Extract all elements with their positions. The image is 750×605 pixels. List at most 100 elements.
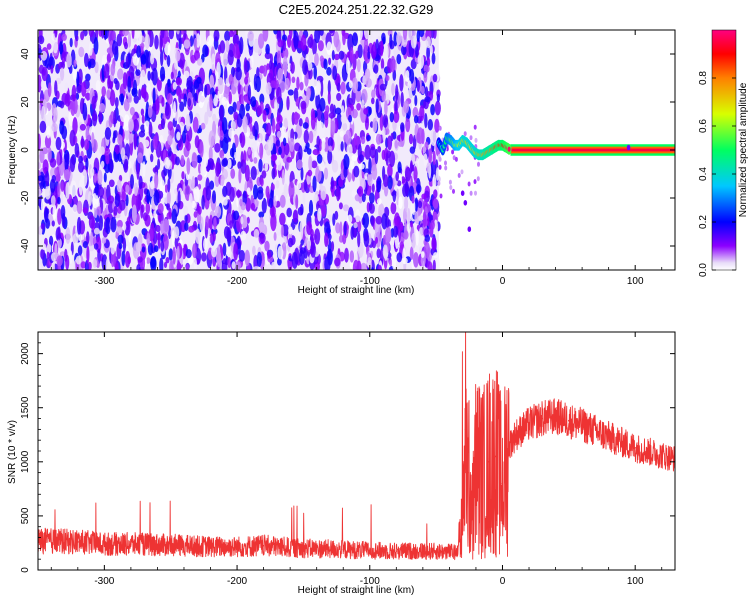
noise-blob xyxy=(213,217,217,231)
noise-blob xyxy=(91,95,97,110)
noise-blob xyxy=(203,152,209,167)
noise-blob xyxy=(390,201,397,215)
y-tick-label: 1000 xyxy=(20,450,31,473)
noise-blob xyxy=(182,130,186,144)
colorbar-label: Normalized spectral amplitude xyxy=(738,82,749,217)
noise-blob xyxy=(336,134,341,152)
noise-blob xyxy=(131,204,137,223)
noise-blob xyxy=(362,212,370,229)
noise-blob xyxy=(397,161,402,174)
noise-blob xyxy=(402,247,406,265)
snr-point xyxy=(103,543,106,545)
noise-blob xyxy=(404,181,409,195)
noise-blob xyxy=(41,197,45,214)
noise-blob xyxy=(460,169,464,175)
noise-blob xyxy=(49,235,54,247)
noise-blob xyxy=(243,150,247,164)
snr-point xyxy=(469,488,472,490)
noise-blob xyxy=(258,158,263,173)
noise-blob xyxy=(286,156,293,163)
noise-blob xyxy=(281,169,285,186)
noise-blob xyxy=(236,100,241,111)
noise-blob xyxy=(283,183,288,198)
noise-blob xyxy=(391,252,397,270)
noise-blob xyxy=(300,239,305,246)
noise-blob xyxy=(199,140,204,158)
noise-blob xyxy=(308,199,314,216)
noise-blob xyxy=(438,125,442,131)
noise-blob xyxy=(428,148,432,166)
noise-blob xyxy=(258,33,265,49)
noise-blob xyxy=(66,52,72,68)
noise-blob xyxy=(49,158,57,168)
noise-blob xyxy=(415,184,422,194)
noise-blob xyxy=(105,257,110,270)
noise-blob xyxy=(212,190,216,204)
noise-blob xyxy=(407,80,412,89)
noise-blob xyxy=(317,40,324,52)
noise-blob xyxy=(126,216,132,225)
noise-blob xyxy=(298,249,305,266)
noise-blob xyxy=(153,190,160,206)
noise-blob xyxy=(377,264,382,270)
snr-point xyxy=(342,548,345,551)
noise-blob xyxy=(167,78,171,88)
noise-blob xyxy=(244,249,250,267)
noise-blob xyxy=(48,56,55,70)
noise-blob xyxy=(227,158,232,169)
snr-point xyxy=(634,447,636,449)
noise-blob xyxy=(259,233,266,244)
noise-blob xyxy=(209,93,213,112)
signal-speck xyxy=(460,190,465,196)
noise-blob xyxy=(214,143,221,153)
noise-blob xyxy=(333,31,340,48)
noise-blob xyxy=(444,165,448,171)
noise-blob xyxy=(399,241,404,249)
noise-blob xyxy=(271,167,276,180)
noise-blob xyxy=(211,245,217,258)
noise-blob xyxy=(87,61,92,68)
noise-blob xyxy=(426,45,430,61)
noise-blob xyxy=(147,242,154,256)
noise-blob xyxy=(164,157,171,169)
noise-blob xyxy=(217,77,224,95)
noise-blob xyxy=(86,245,90,264)
noise-blob xyxy=(337,82,341,92)
noise-blob xyxy=(418,215,424,222)
noise-blob xyxy=(176,245,180,261)
noise-blob xyxy=(385,152,389,166)
noise-blob xyxy=(364,144,371,160)
noise-blob xyxy=(306,148,312,155)
noise-blob xyxy=(396,252,403,263)
noise-blob xyxy=(415,43,419,58)
noise-blob xyxy=(373,64,379,74)
noise-blob xyxy=(38,133,41,151)
noise-blob xyxy=(476,176,480,182)
noise-blob xyxy=(388,150,396,168)
noise-blob xyxy=(357,44,363,59)
noise-blob xyxy=(135,69,141,76)
noise-blob xyxy=(206,35,214,46)
noise-blob xyxy=(474,137,478,143)
noise-blob xyxy=(439,193,443,199)
noise-blob xyxy=(289,137,295,152)
noise-blob xyxy=(433,252,439,259)
noise-blob xyxy=(231,159,237,166)
noise-blob xyxy=(175,50,181,62)
noise-blob xyxy=(160,49,164,67)
noise-blob xyxy=(205,215,210,231)
noise-blob xyxy=(78,161,84,173)
noise-blob xyxy=(127,75,131,93)
noise-blob xyxy=(60,205,66,220)
snr-point xyxy=(262,544,265,547)
noise-blob xyxy=(60,61,65,70)
noise-blob xyxy=(334,53,340,61)
noise-blob xyxy=(370,44,377,60)
noise-blob xyxy=(188,193,193,210)
noise-blob xyxy=(379,83,387,91)
noise-blob xyxy=(366,134,371,142)
noise-blob xyxy=(418,30,425,38)
noise-blob xyxy=(312,175,317,193)
noise-blob xyxy=(286,95,290,111)
spectrogram-y-axis-label: Frequency (Hz) xyxy=(7,116,18,185)
